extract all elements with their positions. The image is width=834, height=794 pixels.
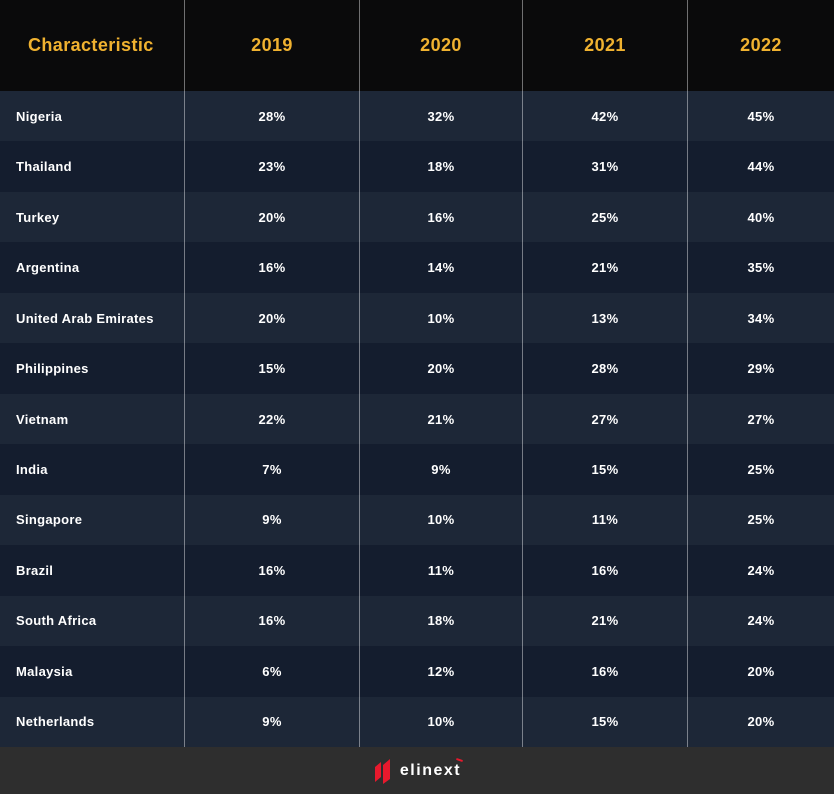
header-characteristic: Characteristic xyxy=(28,35,154,55)
value-2021: 16% xyxy=(522,545,687,596)
value-2021: 27% xyxy=(522,393,687,445)
value-2022: 35% xyxy=(687,242,834,293)
header-2021: 2021 xyxy=(522,0,687,91)
country-label: United Arab Emirates xyxy=(16,310,154,326)
table-row: Philippines 15% 20% 28% 29% xyxy=(0,343,834,394)
country-label: Argentina xyxy=(16,260,80,276)
value-2019: 16% xyxy=(184,595,359,647)
value-2019: 22% xyxy=(184,393,359,445)
country-label: Turkey xyxy=(16,209,60,225)
value-2021: 16% xyxy=(522,646,687,697)
value-2021: 31% xyxy=(522,141,687,192)
value-2019: 15% xyxy=(184,343,359,394)
country-label: Vietnam xyxy=(16,411,69,427)
header-2020: 2020 xyxy=(359,0,522,91)
country-label: Brazil xyxy=(16,562,54,578)
value-2020: 14% xyxy=(359,242,522,293)
elinext-wordmark: elinext xyxy=(399,761,462,779)
value-2022: 24% xyxy=(687,595,834,647)
value-2019: 20% xyxy=(184,191,359,243)
table-row: Malaysia 6% 12% 16% 20% xyxy=(0,646,834,697)
country-label: South Africa xyxy=(16,613,97,629)
value-2020: 9% xyxy=(359,444,522,495)
value-2021: 21% xyxy=(522,242,687,293)
value-2020: 12% xyxy=(359,646,522,697)
footer: elinext xyxy=(0,747,834,794)
value-2019: 9% xyxy=(184,494,359,546)
value-2022: 29% xyxy=(687,343,834,394)
country-label: India xyxy=(16,462,48,478)
value-2022: 34% xyxy=(687,292,834,344)
value-2021: 21% xyxy=(522,595,687,647)
table-row: United Arab Emirates 20% 10% 13% 34% xyxy=(0,292,834,344)
value-2022: 27% xyxy=(687,393,834,445)
value-2020: 10% xyxy=(359,494,522,546)
value-2021: 25% xyxy=(522,191,687,243)
country-label: Philippines xyxy=(16,361,89,377)
value-2022: 44% xyxy=(687,141,834,192)
value-2022: 20% xyxy=(687,696,834,748)
table-row: Vietnam 22% 21% 27% 27% xyxy=(0,393,834,445)
value-2022: 25% xyxy=(687,444,834,495)
table-row: Singapore 9% 10% 11% 25% xyxy=(0,494,834,546)
value-2019: 6% xyxy=(184,646,359,697)
table-row: South Africa 16% 18% 21% 24% xyxy=(0,595,834,647)
value-2020: 18% xyxy=(359,595,522,647)
table-row: Turkey 20% 16% 25% 40% xyxy=(0,191,834,243)
value-2021: 11% xyxy=(522,494,687,546)
value-2019: 9% xyxy=(184,696,359,748)
value-2021: 15% xyxy=(522,696,687,748)
value-2019: 16% xyxy=(184,242,359,293)
value-2021: 28% xyxy=(522,343,687,394)
value-2019: 7% xyxy=(184,444,359,495)
value-2022: 40% xyxy=(687,191,834,243)
country-label: Malaysia xyxy=(16,663,73,679)
table-row: Netherlands 9% 10% 15% 20% xyxy=(0,696,834,748)
value-2022: 25% xyxy=(687,494,834,546)
table-body: Nigeria 28% 32% 42% 45% Thailand 23% 18%… xyxy=(0,91,834,748)
header-2019: 2019 xyxy=(184,0,359,91)
table-header-row: Characteristic 2019 2020 2021 2022 xyxy=(0,0,834,91)
value-2020: 10% xyxy=(359,696,522,748)
value-2020: 32% xyxy=(359,91,522,142)
elinext-logo-icon xyxy=(374,758,390,784)
value-2020: 20% xyxy=(359,343,522,394)
value-2020: 16% xyxy=(359,191,522,243)
table-row: Nigeria 28% 32% 42% 45% xyxy=(0,91,834,142)
value-2019: 20% xyxy=(184,292,359,344)
value-2019: 23% xyxy=(184,141,359,192)
value-2021: 42% xyxy=(522,91,687,142)
value-2020: 11% xyxy=(359,545,522,596)
value-2020: 18% xyxy=(359,141,522,192)
value-2020: 21% xyxy=(359,393,522,445)
elinext-logo: elinext xyxy=(373,757,464,784)
value-2022: 45% xyxy=(687,91,834,142)
value-2022: 20% xyxy=(687,646,834,697)
table-row: Brazil 16% 11% 16% 24% xyxy=(0,545,834,596)
value-2019: 28% xyxy=(184,91,359,142)
table-row: India 7% 9% 15% 25% xyxy=(0,444,834,495)
value-2021: 13% xyxy=(522,292,687,344)
header-2022: 2022 xyxy=(687,0,834,91)
country-label: Netherlands xyxy=(16,714,95,730)
table-row: Thailand 23% 18% 31% 44% xyxy=(0,141,834,192)
value-2020: 10% xyxy=(359,292,522,344)
value-2022: 24% xyxy=(687,545,834,596)
country-label: Thailand xyxy=(16,159,72,175)
value-2021: 15% xyxy=(522,444,687,495)
country-label: Singapore xyxy=(16,512,83,528)
value-2019: 16% xyxy=(184,545,359,596)
table-row: Argentina 16% 14% 21% 35% xyxy=(0,242,834,293)
country-label: Nigeria xyxy=(16,108,63,124)
